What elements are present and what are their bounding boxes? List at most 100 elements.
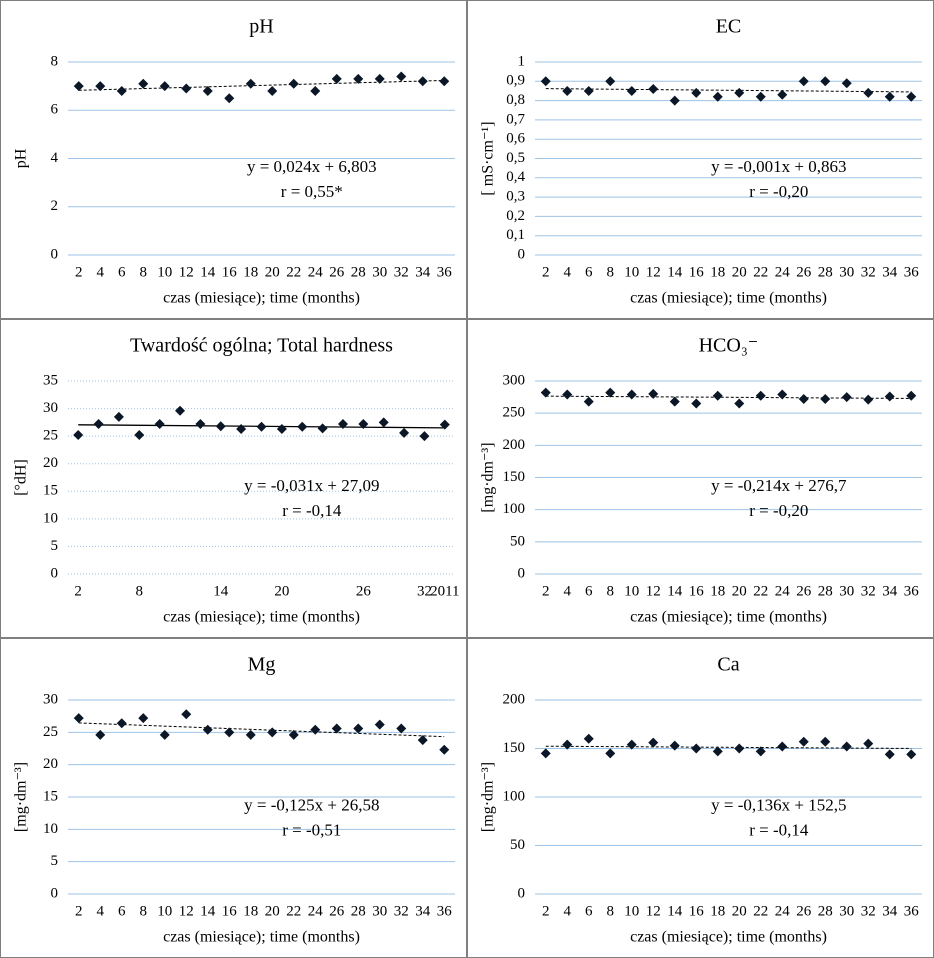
x-tick-label: 6 <box>585 264 593 280</box>
x-tick-label: 2 <box>542 264 550 280</box>
x-tick-label: 14 <box>213 583 229 599</box>
y-tick-label: 35 <box>43 372 58 388</box>
x-tick-label: 2 <box>542 903 550 919</box>
x-tick-label: 28 <box>818 583 833 599</box>
chart-panel: HCO₃⁻ [mg·dm⁻³] czas (miesiące); time (mon… <box>467 319 934 638</box>
x-tick-label: 4 <box>564 903 572 919</box>
data-point <box>337 419 348 430</box>
x-tick-label: 24 <box>308 264 324 280</box>
y-axis-title: [mg·dm⁻³] <box>480 762 497 832</box>
data-point <box>583 733 594 744</box>
trend-equation: y = 0,024x + 6,803 <box>247 157 377 176</box>
x-tick-label: 8 <box>607 583 615 599</box>
x-tick-label: 10 <box>157 264 172 280</box>
data-point <box>540 748 551 759</box>
y-tick-label: 100 <box>503 788 526 804</box>
y-tick-label: 0 <box>518 885 526 901</box>
x-tick-label: 22 <box>286 903 301 919</box>
x-tick-label: 6 <box>118 264 126 280</box>
data-point <box>113 411 124 422</box>
x-tick-label: 20 <box>732 903 747 919</box>
data-point <box>841 78 852 89</box>
data-point <box>202 724 213 735</box>
data-point <box>116 85 127 96</box>
x-tick-label: 18 <box>243 903 258 919</box>
x-tick-label: 26 <box>356 583 372 599</box>
y-tick-label: 10 <box>43 510 58 526</box>
data-point <box>95 729 106 740</box>
data-point <box>396 723 407 734</box>
x-tick-label: 22 <box>753 264 768 280</box>
data-point <box>777 89 788 100</box>
y-axis-title: [mg·dm⁻³] <box>480 442 497 512</box>
x-tick-label: 30 <box>839 264 854 280</box>
y-tick-label: 10 <box>43 821 58 837</box>
chart-title: EC <box>716 16 742 38</box>
data-point <box>798 736 809 747</box>
y-tick-label: 200 <box>503 691 526 707</box>
data-point <box>712 390 723 401</box>
x-tick-label: 26 <box>329 903 345 919</box>
trend-equation: y = -0,001x + 0,863 <box>711 157 846 176</box>
data-point <box>353 73 364 84</box>
data-point <box>154 419 165 430</box>
x-tick-label: 26 <box>796 264 812 280</box>
y-tick-label: 0 <box>518 246 526 262</box>
y-tick-label: 30 <box>43 691 58 707</box>
y-axis-title: [°dH] <box>13 459 30 496</box>
y-tick-label: 50 <box>510 533 525 549</box>
x-tick-label: 12 <box>646 903 661 919</box>
data-point <box>734 743 745 754</box>
x-tick-label: 24 <box>775 583 791 599</box>
y-tick-label: 0,7 <box>506 111 525 127</box>
x-axis-title: czas (miesiące); time (months) <box>630 929 827 946</box>
correlation: r = -0,51 <box>282 821 341 840</box>
x-tick-label: 4 <box>97 903 105 919</box>
x-tick-label: 4 <box>564 583 572 599</box>
x-tick-label: 10 <box>624 903 639 919</box>
trend-equation: y = -0,031x + 27,09 <box>244 476 379 495</box>
y-tick-label: 0,6 <box>506 131 525 147</box>
data-point <box>73 713 84 724</box>
panel-border <box>0 0 467 319</box>
trend-equation: y = -0,136x + 152,5 <box>711 796 846 815</box>
data-point <box>712 746 723 757</box>
correlation: r = -0,20 <box>749 182 808 201</box>
data-point <box>884 91 895 102</box>
y-tick-label: 25 <box>43 724 58 740</box>
x-tick-label: 10 <box>624 583 639 599</box>
data-point <box>669 396 680 407</box>
x-tick-label: 34 <box>415 264 431 280</box>
y-tick-label: 4 <box>51 150 59 166</box>
y-tick-label: 20 <box>43 756 58 772</box>
data-point <box>181 709 192 720</box>
x-tick-label: 26 <box>329 264 345 280</box>
x-tick-label: 32 <box>394 903 409 919</box>
data-point <box>353 723 364 734</box>
data-point <box>626 389 637 400</box>
data-point <box>755 91 766 102</box>
data-point <box>734 87 745 98</box>
data-point <box>562 739 573 750</box>
data-point <box>399 427 410 438</box>
x-tick-label: 20 <box>274 583 289 599</box>
x-axis-title: czas (miesiące); time (months) <box>630 609 827 626</box>
x-tick-label: 28 <box>351 903 366 919</box>
y-tick-label: 300 <box>503 372 526 388</box>
y-tick-label: 250 <box>503 405 526 421</box>
data-point <box>417 735 428 746</box>
data-point <box>626 739 637 750</box>
data-point <box>798 76 809 87</box>
x-tick-label: 14 <box>667 903 683 919</box>
y-tick-label: 30 <box>43 400 58 416</box>
data-point <box>540 76 551 87</box>
x-tick-label: 28 <box>351 264 366 280</box>
x-tick-label: 20 <box>732 264 747 280</box>
data-point <box>777 389 788 400</box>
panel-border <box>0 319 467 638</box>
x-tick-label: 34 <box>415 903 431 919</box>
x-tick-label: 36 <box>904 264 920 280</box>
data-point <box>820 76 831 87</box>
y-tick-label: 0,1 <box>506 227 525 243</box>
data-point <box>310 85 321 96</box>
